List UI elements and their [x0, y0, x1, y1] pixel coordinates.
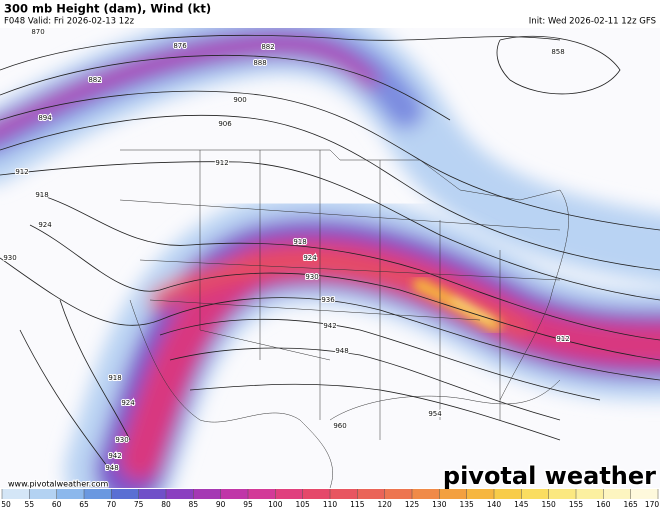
- colorbar-label: 80: [161, 500, 171, 509]
- init-time: Init: Wed 2026-02-11 12z GFS: [529, 17, 656, 27]
- map-title: 300 mb Height (dam), Wind (kt): [4, 2, 211, 16]
- contour-label: 918: [293, 238, 306, 246]
- jet-core: [413, 278, 502, 332]
- contour-label: 924: [38, 221, 52, 229]
- colorbar-segment: [521, 489, 550, 499]
- height-contours: [0, 34, 660, 471]
- contour-label: 882: [261, 43, 274, 51]
- colorbar-label: 100: [268, 500, 283, 509]
- colorbar-segment: [166, 489, 194, 499]
- colorbar-label: 85: [189, 500, 199, 509]
- contour-label: 918: [108, 374, 121, 382]
- map-area: 870 876 882 888 882 894 900 906 912 912 918 918 924 9…: [0, 28, 660, 488]
- contour-label: 882: [88, 76, 101, 84]
- contour-label: 912: [556, 335, 569, 343]
- contour-label: 930: [3, 254, 16, 262]
- contour-label: 888: [253, 59, 266, 67]
- colorbar-segment: [193, 489, 222, 499]
- colorbar-segment: [84, 489, 112, 499]
- contour-label: 942: [108, 452, 121, 460]
- colorbar-segment: [248, 489, 276, 499]
- contour-label: 894: [38, 114, 52, 122]
- colorbar-label: 120: [378, 500, 393, 509]
- contour-labels: 870 876 882 888 882 894 900 906 912 912 918 918 924 9…: [2, 28, 570, 473]
- contour-label: 906: [218, 120, 232, 128]
- colorbar-segment: [302, 489, 331, 499]
- colorbar: 50 55 60 65 70 75 80 85 90 95 100 105 110 115 120 125 13…: [1, 489, 659, 509]
- contour-label: 936: [321, 296, 335, 304]
- colorbar-segment: [548, 489, 577, 499]
- colorbar-segment: [29, 489, 58, 499]
- contour-label: 942: [323, 322, 336, 330]
- contour-label: 930: [305, 273, 318, 281]
- colorbar-label: 95: [243, 500, 253, 509]
- contour-label: 870: [31, 28, 44, 36]
- colorbar-label: 75: [134, 500, 144, 509]
- colorbar-segment: [576, 489, 604, 499]
- colorbar-segment: [220, 489, 249, 499]
- contour-label: 900: [233, 96, 246, 104]
- contour-label: 924: [303, 254, 317, 262]
- contour-label: 954: [428, 410, 442, 418]
- contour-label: 930: [115, 436, 128, 444]
- borders: [119, 149, 569, 488]
- colorbar-segment: [412, 489, 440, 499]
- colorbar-label: 105: [296, 500, 311, 509]
- colorbar-label: 165: [624, 500, 639, 509]
- colorbar-label: 90: [216, 500, 226, 509]
- colorbar-segment: [357, 489, 386, 499]
- colorbar-label: 115: [350, 500, 365, 509]
- colorbar-segment: [111, 489, 140, 499]
- colorbar-segment: [2, 489, 30, 499]
- colorbar-label: 70: [107, 500, 117, 509]
- colorbar-label: 155: [569, 500, 584, 509]
- colorbar-label: 65: [79, 500, 89, 509]
- colorbar-segment: [275, 489, 304, 499]
- colorbar-segment: [439, 489, 468, 499]
- contour-label: 948: [105, 464, 118, 472]
- colorbar-segment: [466, 489, 495, 499]
- contour-label: 918: [35, 191, 48, 199]
- contour-label: 876: [173, 42, 187, 50]
- colorbar-label: 110: [323, 500, 338, 509]
- colorbar-label: 150: [542, 500, 557, 509]
- colorbar-segment: [384, 489, 413, 499]
- colorbar-label: 125: [405, 500, 420, 509]
- colorbar-label: 170: [645, 500, 660, 509]
- contour-label: 912: [15, 168, 28, 176]
- northern-jet: [0, 28, 660, 284]
- colorbar-label: 55: [25, 500, 35, 509]
- colorbar-label: 135: [460, 500, 475, 509]
- contour-label: 960: [333, 422, 346, 430]
- colorbar-segment: [630, 489, 659, 499]
- colorbar-label: 140: [487, 500, 502, 509]
- colorbar-segment: [56, 489, 85, 499]
- contour-label: 948: [335, 347, 348, 355]
- logo: pivotal weather: [443, 462, 656, 490]
- valid-time: F048 Valid: Fri 2026-02-13 12z: [4, 17, 135, 27]
- colorbar-label: 130: [432, 500, 447, 509]
- colorbar-segment: [138, 489, 167, 499]
- colorbar-label: 60: [52, 500, 62, 509]
- colorbar-label: 160: [596, 500, 611, 509]
- colorbar-label: 145: [514, 500, 529, 509]
- contour-label: 858: [551, 48, 564, 56]
- contour-label: 924: [121, 399, 135, 407]
- contour-label: 912: [215, 159, 228, 167]
- colorbar-segment: [494, 489, 522, 499]
- colorbar-segment: [330, 489, 358, 499]
- website: www.pivotalweather.com: [8, 480, 109, 489]
- colorbar-label: 50: [1, 500, 11, 509]
- colorbar-segment: [603, 489, 632, 499]
